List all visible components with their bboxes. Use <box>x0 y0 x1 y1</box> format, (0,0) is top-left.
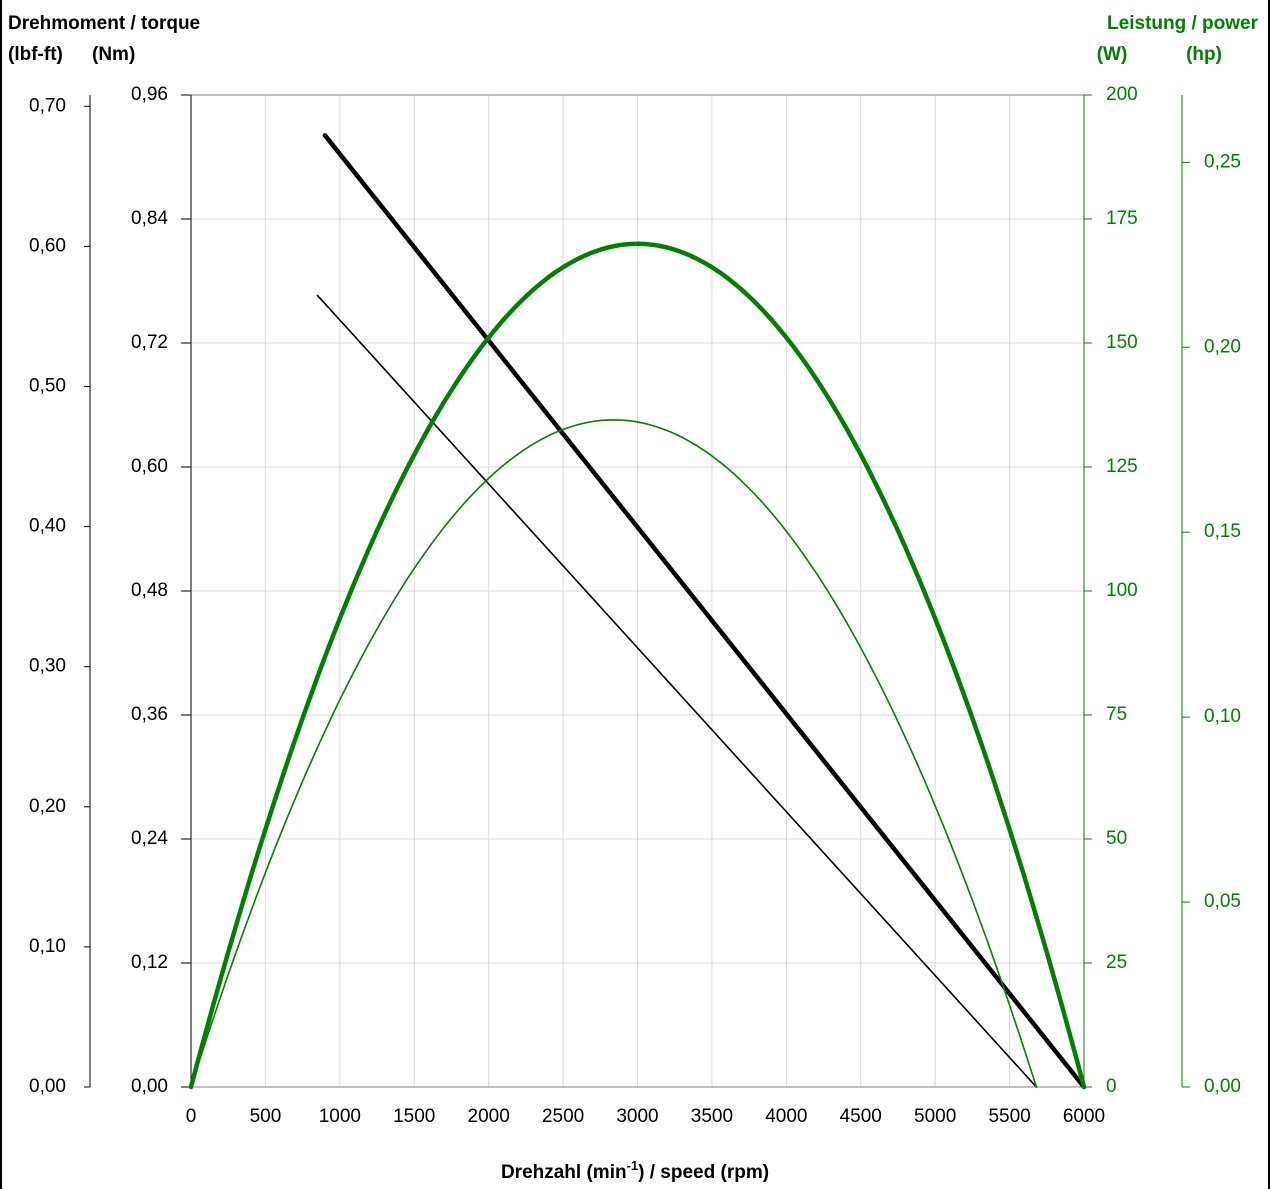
x-axis-title: Drehzahl (min-1) / speed (rpm) <box>501 1158 769 1183</box>
power-curve-thin <box>190 419 1038 1088</box>
lbfft-tick-label: 0,60 <box>29 235 66 256</box>
x-tick-label: 2000 <box>468 1106 510 1127</box>
nm-tick-label: 0,72 <box>131 332 168 353</box>
right-axis-title: Leistung / power <box>1107 13 1259 34</box>
x-tick-label: 6000 <box>1063 1106 1105 1127</box>
hp-tick-label: 0,10 <box>1204 706 1241 727</box>
hp-tick-label: 0,15 <box>1204 521 1241 542</box>
nm-tick-label: 0,96 <box>131 84 168 105</box>
x-tick-label: 4000 <box>765 1106 807 1127</box>
lbfft-tick-label: 0,70 <box>29 95 66 116</box>
x-tick-label: 5500 <box>988 1106 1030 1127</box>
torque-line-thin <box>316 294 1038 1088</box>
x-tick-label: 0 <box>186 1106 197 1127</box>
hp-tick-label: 0,25 <box>1204 151 1241 172</box>
x-tick-label: 3000 <box>616 1106 658 1127</box>
w-tick-label: 25 <box>1106 952 1127 973</box>
nm-tick-label: 0,24 <box>131 828 168 849</box>
right-axis-unit-w: (W) <box>1097 44 1128 65</box>
left-axis-unit-lbfft: (lbf-ft) <box>8 44 63 65</box>
lbfft-tick-label: 0,10 <box>29 936 66 957</box>
x-tick-label: 2500 <box>542 1106 584 1127</box>
lbfft-tick-label: 0,40 <box>29 516 66 537</box>
nm-tick-label: 0,84 <box>131 208 168 229</box>
w-tick-label: 150 <box>1106 332 1138 353</box>
tick-labels: 0 500 1000 1500 2000 2500 3000 3500 4000 4500 5000… <box>29 84 1241 1127</box>
power-curve-thick <box>188 241 1087 1090</box>
nm-tick-label: 0,60 <box>131 456 168 477</box>
lbfft-tick-label: 0,50 <box>29 376 66 397</box>
x-tick-label: 1000 <box>319 1106 361 1127</box>
w-tick-label: 50 <box>1106 828 1127 849</box>
nm-tick-label: 0,00 <box>131 1076 168 1097</box>
w-tick-label: 200 <box>1106 84 1138 105</box>
lbfft-tick-label: 0,30 <box>29 656 66 677</box>
w-tick-label: 100 <box>1106 580 1138 601</box>
x-tick-label: 4500 <box>840 1106 882 1127</box>
x-tick-label: 500 <box>250 1106 282 1127</box>
w-tick-label: 75 <box>1106 704 1127 725</box>
lbfft-tick-label: 0,20 <box>29 796 66 817</box>
x-tick-label: 1500 <box>393 1106 435 1127</box>
nm-tick-label: 0,36 <box>131 704 168 725</box>
w-tick-label: 125 <box>1106 456 1138 477</box>
hp-tick-label: 0,20 <box>1204 336 1241 357</box>
nm-tick-label: 0,48 <box>131 580 168 601</box>
x-tick-label: 3500 <box>691 1106 733 1127</box>
lbfft-tick-label: 0,00 <box>29 1076 66 1097</box>
axes <box>84 94 1190 1088</box>
w-tick-label: 0 <box>1106 1076 1117 1097</box>
x-tick-label: 5000 <box>914 1106 956 1127</box>
right-axis-unit-hp: (hp) <box>1186 44 1222 65</box>
hp-tick-label: 0,00 <box>1204 1076 1241 1097</box>
left-axis-title: Drehmoment / torque <box>8 13 200 34</box>
torque-line-thick <box>322 133 1087 1090</box>
w-tick-label: 175 <box>1106 208 1138 229</box>
curves <box>188 133 1087 1090</box>
left-axis-unit-nm: (Nm) <box>92 44 135 65</box>
hp-tick-label: 0,05 <box>1204 891 1241 912</box>
nm-tick-label: 0,12 <box>131 952 168 973</box>
